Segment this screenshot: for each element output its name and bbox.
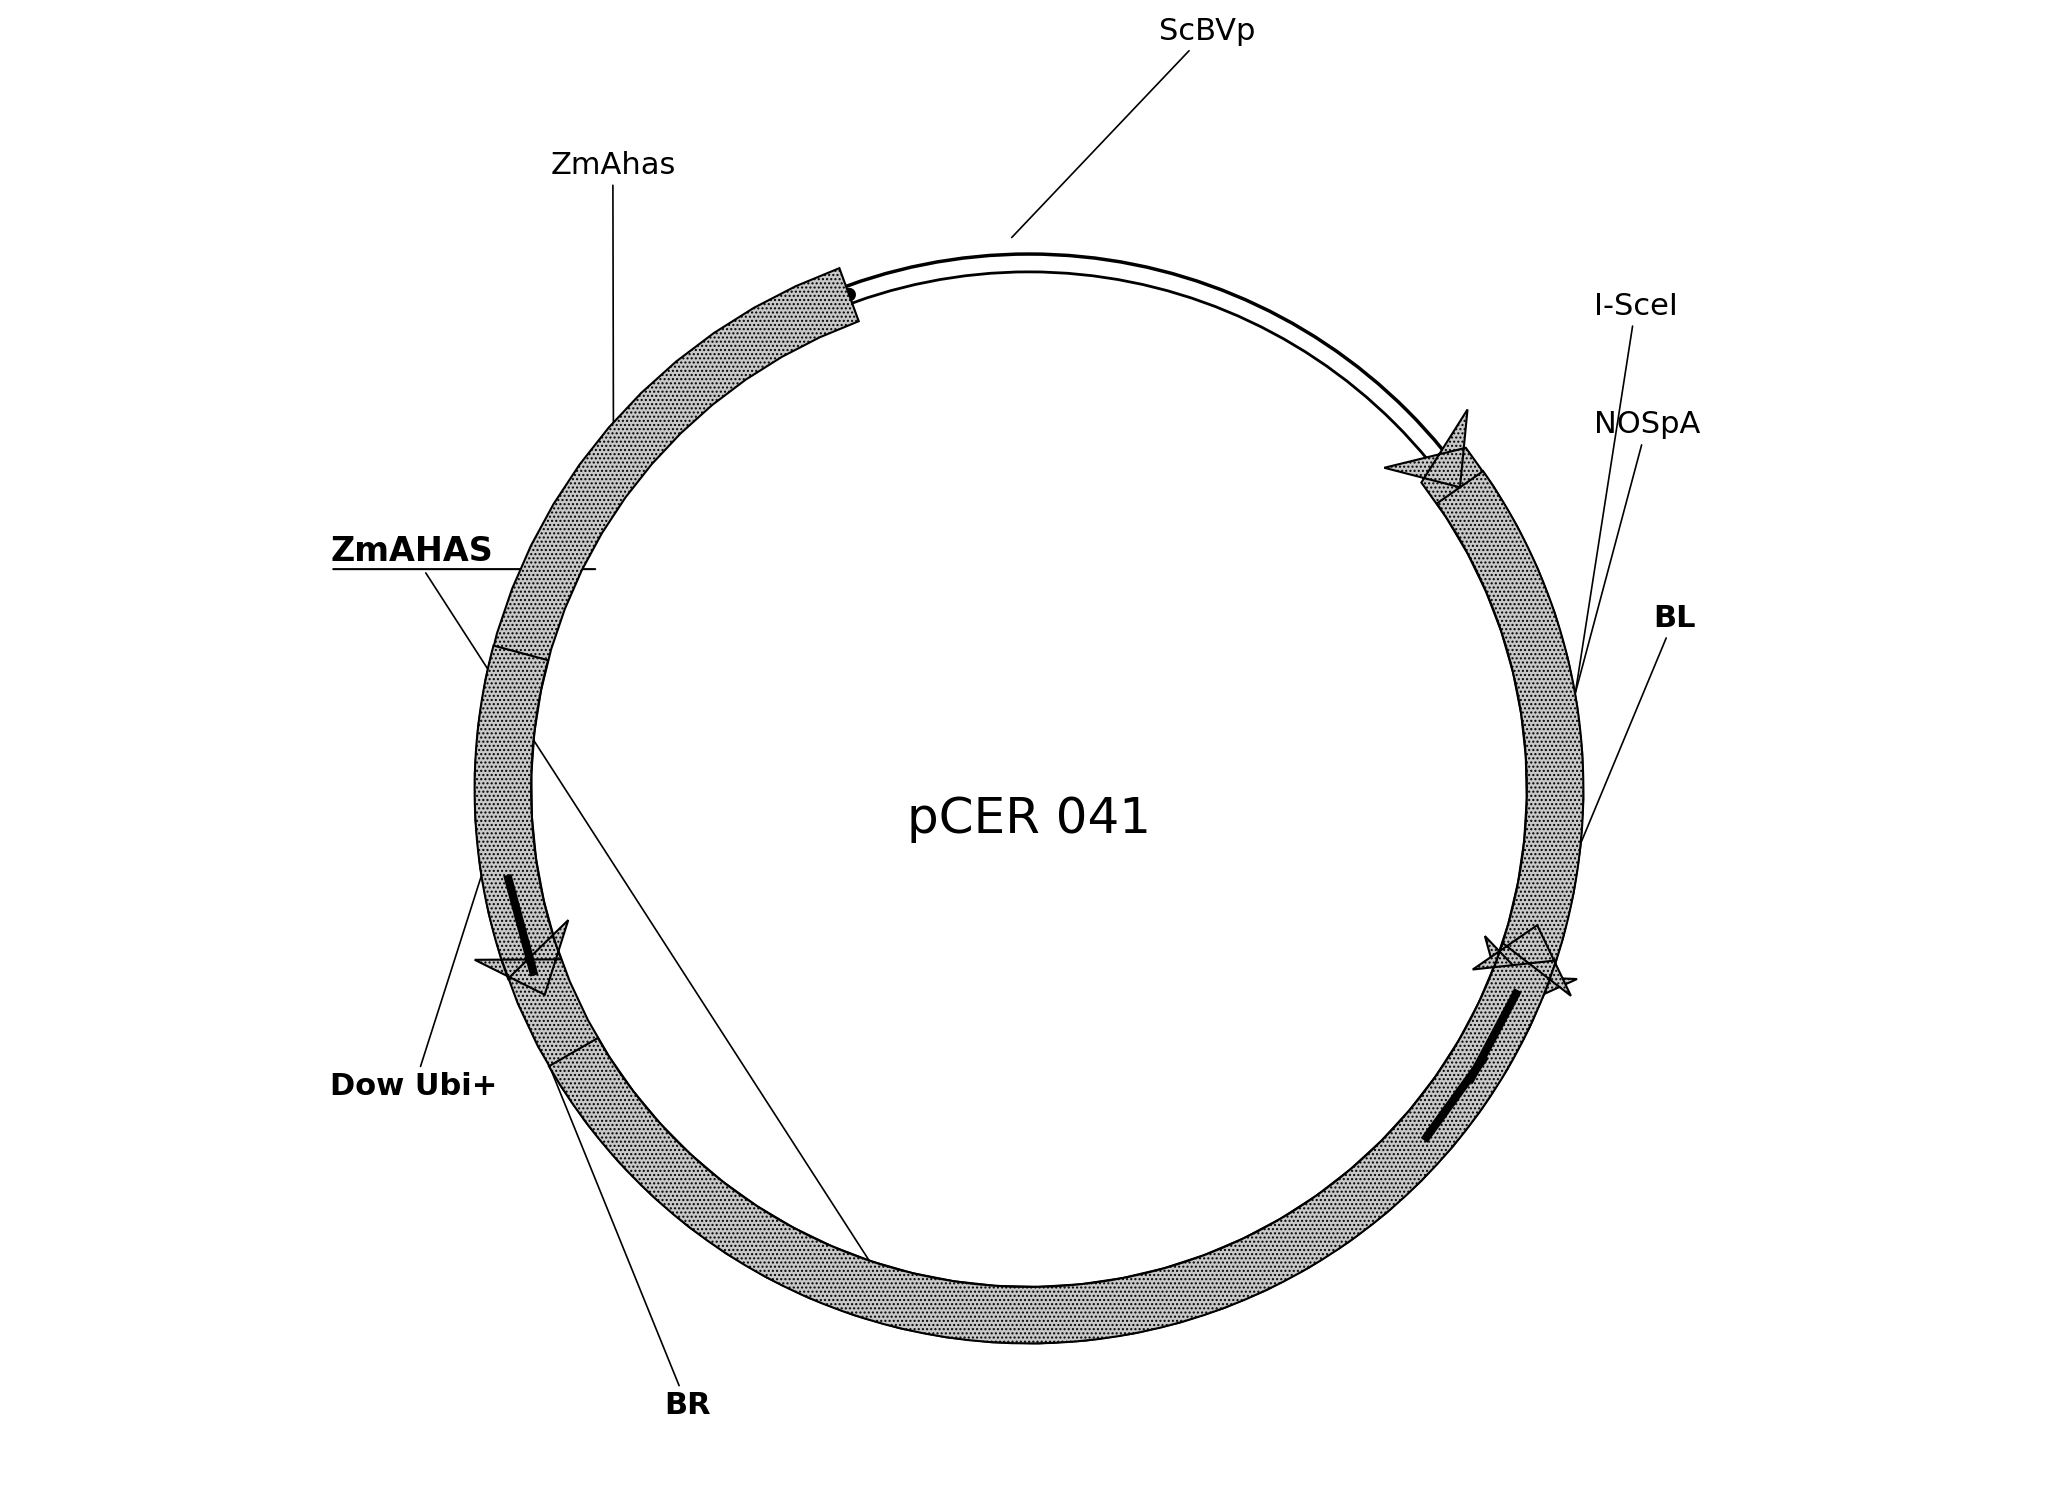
- Text: I-SceI: I-SceI: [1533, 292, 1677, 969]
- PathPatch shape: [475, 646, 568, 995]
- Text: ZmAHAS: ZmAHAS: [331, 535, 891, 1295]
- Text: ScBVp: ScBVp: [1013, 16, 1255, 238]
- Text: BR: BR: [506, 962, 710, 1421]
- PathPatch shape: [1436, 471, 1583, 1011]
- PathPatch shape: [475, 268, 1583, 1343]
- Text: ZmAhas: ZmAhas: [549, 150, 675, 438]
- Text: Dow Ubi+: Dow Ubi+: [331, 810, 502, 1100]
- Text: pCER 041: pCER 041: [908, 795, 1150, 843]
- PathPatch shape: [549, 925, 1570, 1343]
- Text: NOSpA: NOSpA: [1476, 411, 1700, 1065]
- Text: BL: BL: [1463, 603, 1696, 1126]
